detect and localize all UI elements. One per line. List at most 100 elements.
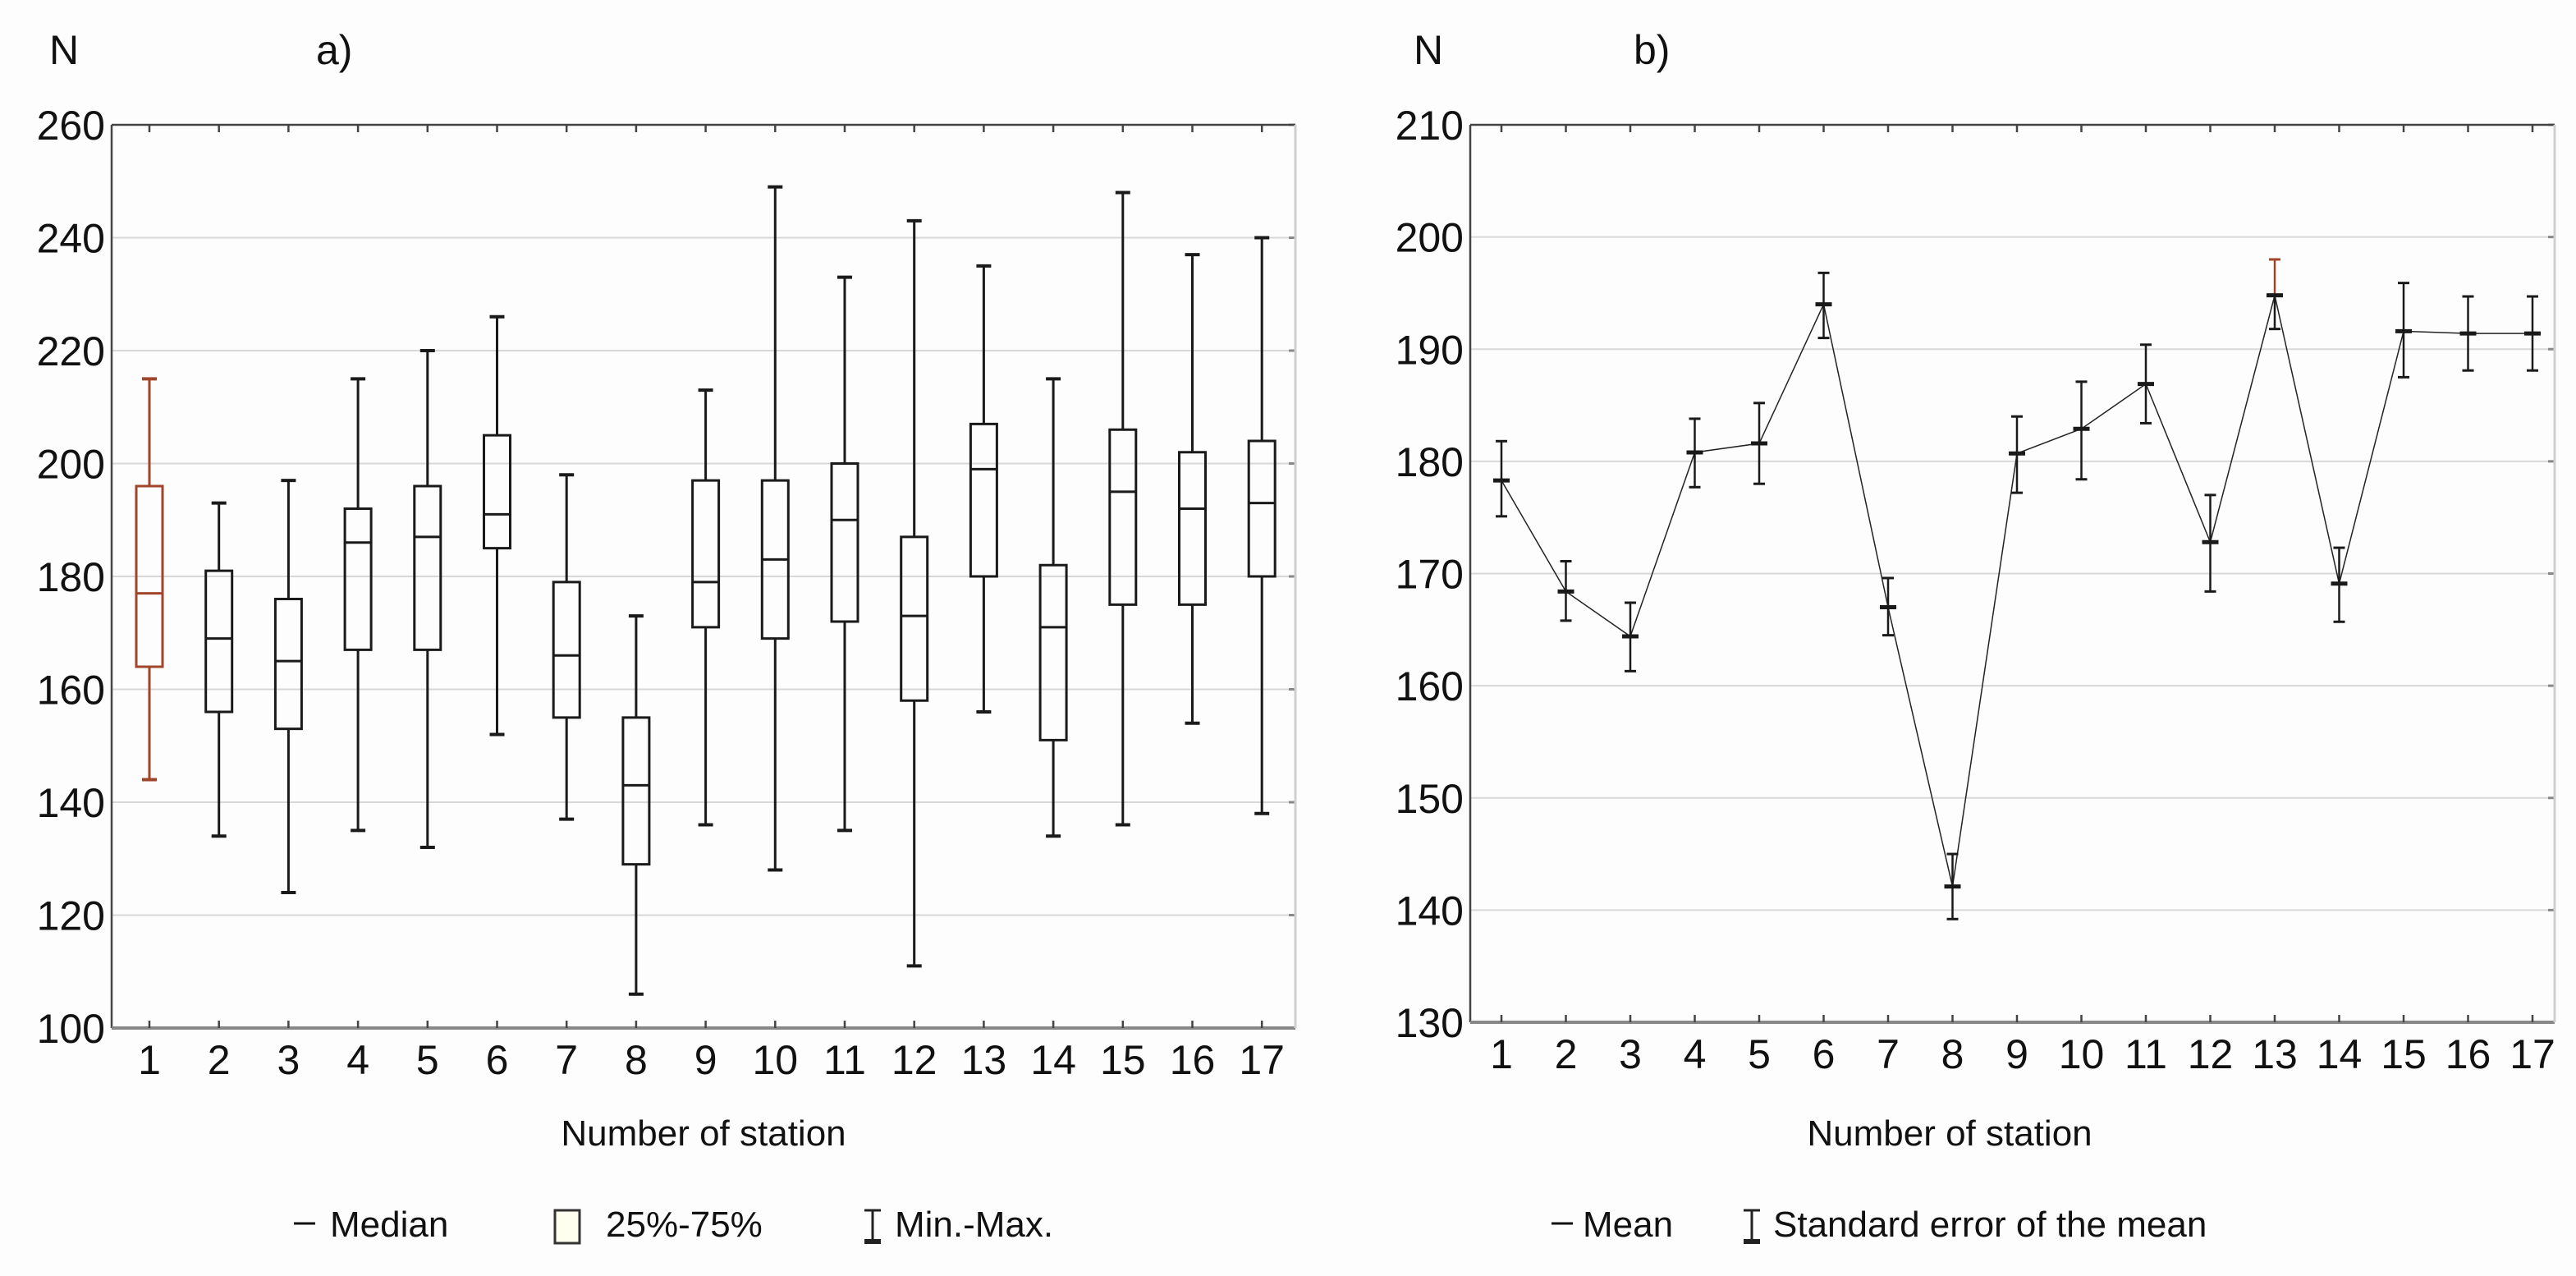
x-tick-label: 13: [2252, 1031, 2298, 1077]
y-tick-label: 170: [1396, 552, 1464, 598]
se-bar-station-7: [1880, 576, 1896, 637]
y-tick-label: 160: [37, 668, 105, 714]
box-station-3: [273, 479, 303, 894]
box-station-4: [343, 377, 373, 833]
x-tick-label: 11: [2125, 1031, 2167, 1077]
x-tick-label: 1: [138, 1037, 161, 1083]
se-bar-station-5: [1751, 402, 1767, 485]
se-bar-station-6: [1815, 271, 1832, 340]
x-tick-label: 15: [2381, 1031, 2427, 1077]
x-tick-label: 14: [2317, 1031, 2363, 1077]
x-tick-label: 7: [1877, 1031, 1900, 1077]
iqr-box: [1038, 563, 1068, 741]
se-bar-station-16: [2459, 295, 2477, 372]
box-station-10: [760, 185, 790, 872]
iqr-box: [969, 422, 998, 578]
y-tick-label: 120: [37, 893, 105, 939]
panel-b-legend: Mean Standard error of the mean: [1552, 1205, 2207, 1245]
x-tick-label: 3: [277, 1037, 300, 1083]
se-bar-station-11: [2138, 343, 2154, 425]
iqr-box: [1108, 428, 1138, 606]
box-station-9: [691, 388, 721, 827]
legend-whisker-label: Min.-Max.: [895, 1205, 1053, 1245]
x-tick-label: 1: [1490, 1031, 1513, 1077]
panel-a-ylabel: N: [49, 27, 79, 73]
box-station-11: [830, 275, 859, 833]
y-tick-label: 140: [37, 780, 105, 826]
se-bar-station-4: [1686, 417, 1703, 489]
se-bar-station-12: [2202, 493, 2219, 593]
panel-b-ylabel: N: [1414, 27, 1443, 73]
box-station-1: [135, 377, 164, 782]
se-bar-station-13: [2267, 258, 2283, 331]
iqr-box: [343, 507, 373, 651]
x-tick-label: 9: [2005, 1031, 2028, 1077]
box-station-2: [204, 501, 234, 838]
iqr-box: [900, 535, 929, 702]
se-bar-station-8: [1944, 852, 1961, 920]
box-station-17: [1247, 236, 1277, 815]
x-tick-label: 10: [752, 1037, 798, 1083]
y-tick-label: 220: [37, 328, 105, 374]
y-tick-label: 100: [37, 1006, 105, 1052]
legend-box-label: 25%-75%: [606, 1205, 763, 1245]
iqr-box: [1178, 451, 1207, 606]
se-bar-station-15: [2395, 282, 2412, 379]
iqr-box: [691, 479, 721, 629]
x-tick-label: 6: [1813, 1031, 1836, 1077]
panel-a-xlabel: Number of station: [561, 1113, 846, 1154]
x-tick-label: 5: [416, 1037, 439, 1083]
se-bar-station-1: [1493, 439, 1510, 518]
legend-mean-label: Mean: [1583, 1205, 1673, 1245]
se-bar-station-9: [2009, 415, 2025, 494]
x-tick-label: 16: [1170, 1037, 1216, 1083]
box-station-15: [1108, 190, 1138, 827]
legend-median-label: Median: [330, 1205, 448, 1245]
x-tick-label: 10: [2059, 1031, 2105, 1077]
y-tick-label: 200: [37, 442, 105, 488]
y-tick-label: 180: [1396, 439, 1464, 485]
y-tick-label: 130: [1396, 1000, 1464, 1046]
y-tick-label: 190: [1396, 327, 1464, 373]
x-tick-label: 16: [2445, 1031, 2491, 1077]
box-station-7: [552, 473, 581, 821]
se-bar-station-14: [2331, 546, 2348, 623]
x-tick-label: 15: [1100, 1037, 1146, 1083]
legend-se-label: Standard error of the mean: [1773, 1205, 2207, 1245]
box-station-5: [413, 349, 442, 849]
iqr-box: [830, 462, 859, 623]
legend-whisker-icon: [864, 1209, 881, 1244]
y-tick-label: 140: [1396, 888, 1464, 934]
panel-b-label: b): [1634, 27, 1670, 73]
iqr-box: [273, 598, 303, 731]
y-tick-label: 210: [1396, 103, 1464, 149]
x-tick-label: 8: [1941, 1031, 1964, 1077]
x-tick-label: 9: [694, 1037, 717, 1083]
x-tick-label: 5: [1748, 1031, 1771, 1077]
x-tick-label: 4: [1684, 1031, 1707, 1077]
box-station-6: [483, 314, 511, 737]
panel-a-legend: Median 25%-75% Min.-Max.: [294, 1205, 1053, 1245]
y-tick-label: 200: [1396, 215, 1464, 261]
iqr-box: [552, 581, 581, 719]
x-tick-label: 2: [208, 1037, 231, 1083]
box-station-16: [1178, 253, 1207, 725]
iqr-box: [204, 569, 234, 714]
se-bar-station-10: [2073, 380, 2090, 481]
box-station-12: [900, 218, 929, 968]
box-station-14: [1038, 377, 1068, 838]
x-tick-label: 3: [1619, 1031, 1642, 1077]
legend-se-icon: [1744, 1209, 1760, 1244]
y-tick-label: 260: [37, 103, 105, 149]
x-tick-label: 13: [961, 1037, 1007, 1083]
x-tick-label: 8: [625, 1037, 648, 1083]
x-tick-label: 6: [486, 1037, 509, 1083]
x-tick-label: 14: [1030, 1037, 1076, 1083]
x-tick-label: 12: [2188, 1031, 2234, 1077]
x-tick-label: 7: [555, 1037, 578, 1083]
y-tick-label: 180: [37, 554, 105, 600]
panel-a-label: a): [316, 27, 352, 73]
